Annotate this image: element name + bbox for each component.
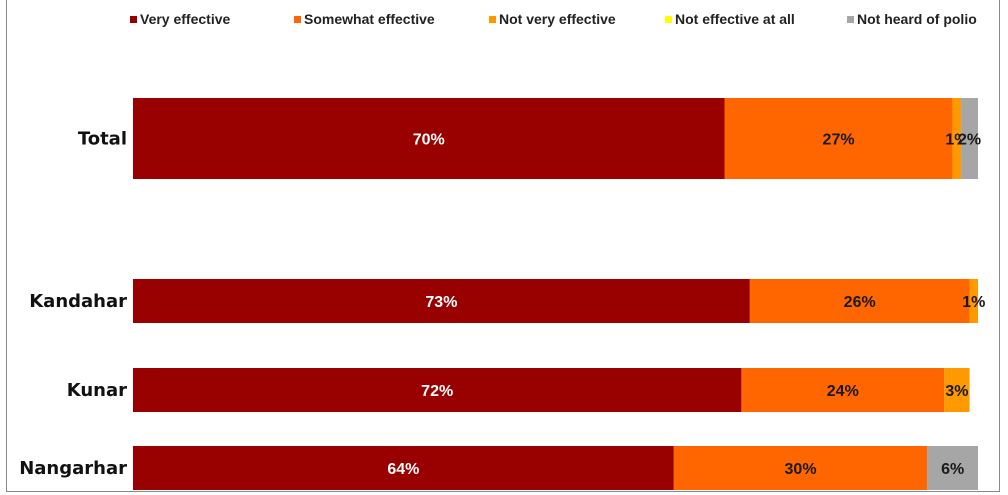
- bar-kunar-somewhat-effective: [741, 368, 945, 412]
- legend-label-not-very-effective: Not very effective: [499, 11, 616, 27]
- legend-item-not-very-effective: Not very effective: [489, 11, 616, 27]
- bar-total-very-effective: [133, 98, 725, 179]
- data-label-kunar-very-effective: 72%: [421, 383, 453, 400]
- legend-item-somewhat-effective: Somewhat effective: [294, 11, 435, 27]
- legend-label-very-effective: Very effective: [140, 11, 230, 27]
- legend-swatch-not-effective-at-all: [665, 16, 672, 23]
- legend-label-not-effective-at-all: Not effective at all: [675, 11, 795, 27]
- bar-total-not-heard-of-polio: [961, 98, 978, 179]
- data-label-kandahar-somewhat-effective: 26%: [844, 294, 876, 311]
- bar-nangarhar-very-effective: [133, 446, 674, 490]
- bar-kandahar-very-effective: [133, 279, 750, 323]
- data-label-kandahar-not-very-effective: 1%: [962, 294, 985, 311]
- legend-swatch-not-very-effective: [489, 16, 496, 23]
- data-label-kandahar-very-effective: 73%: [425, 294, 457, 311]
- bar-nangarhar-somewhat-effective: [673, 446, 928, 490]
- legend-label-not-heard-of-polio: Not heard of polio: [857, 11, 977, 27]
- legend-label-somewhat-effective: Somewhat effective: [304, 11, 435, 27]
- stacked-bar-chart: Very effective Somewhat effective Not very…: [19, 11, 985, 490]
- legend-swatch-somewhat-effective: [294, 16, 301, 23]
- data-label-nangarhar-very-effective: 64%: [387, 461, 419, 478]
- category-label-kunar: Kunar: [67, 380, 127, 401]
- data-label-total-somewhat-effective: 27%: [823, 132, 855, 149]
- legend-item-not-effective-at-all: Not effective at all: [665, 11, 795, 27]
- bar-total-somewhat-effective: [724, 98, 953, 179]
- data-label-total-very-effective: 70%: [413, 132, 445, 149]
- bar-nangarhar-not-heard-of-polio: [927, 446, 978, 490]
- data-label-total-not-heard-of-polio: 2%: [958, 132, 981, 149]
- category-label-total: Total: [78, 129, 127, 150]
- legend-item-very-effective: Very effective: [130, 11, 230, 27]
- legend-swatch-very-effective: [130, 16, 137, 23]
- bar-kunar-very-effective: [133, 368, 742, 412]
- bar-kandahar-not-very-effective: [969, 279, 978, 323]
- category-label-kandahar: Kandahar: [29, 291, 127, 312]
- data-label-nangarhar-not-heard-of-polio: 6%: [941, 461, 964, 478]
- chart-frame: Very effective Somewhat effective Not very…: [6, 0, 1000, 492]
- bar-kandahar-somewhat-effective: [749, 279, 970, 323]
- legend-swatch-not-heard-of-polio: [847, 16, 854, 23]
- legend-item-not-heard-of-polio: Not heard of polio: [847, 11, 977, 27]
- data-label-kunar-somewhat-effective: 24%: [827, 383, 859, 400]
- data-label-nangarhar-somewhat-effective: 30%: [785, 461, 817, 478]
- category-label-nangarhar: Nangarhar: [19, 458, 127, 479]
- bar-total-not-very-effective: [952, 98, 962, 179]
- bar-kunar-not-very-effective: [944, 368, 970, 412]
- data-label-kunar-not-very-effective: 3%: [945, 383, 968, 400]
